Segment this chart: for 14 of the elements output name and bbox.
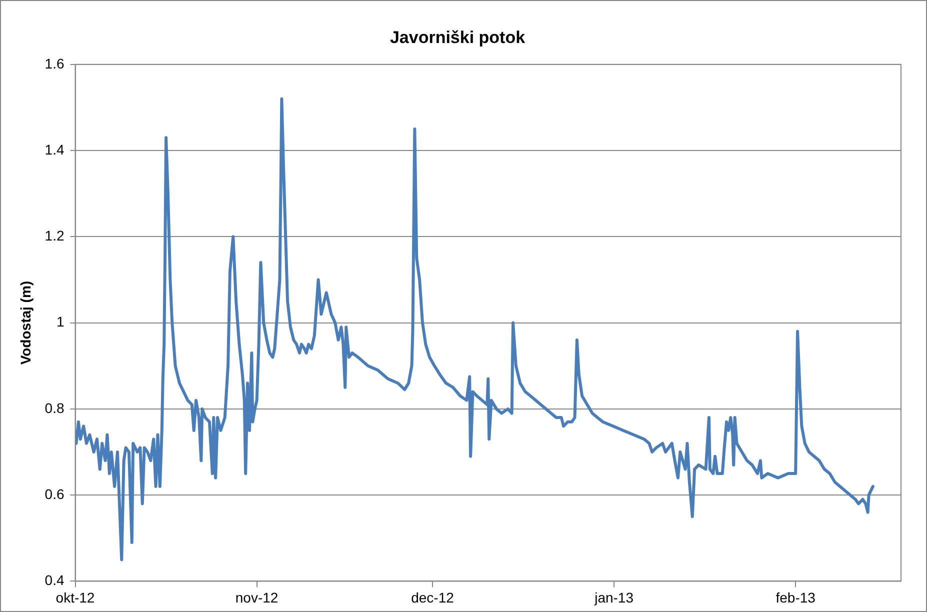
y-axis-title: Vodostaj (m): [17, 280, 34, 365]
y-tick-label: 1.2: [44, 228, 64, 244]
y-tick-label: 0.8: [44, 400, 64, 416]
x-tick-label: nov-12: [235, 589, 278, 606]
y-tick-label: 0.6: [44, 486, 64, 502]
y-tick-label: 0.4: [44, 572, 64, 588]
y-tick-label: 1.4: [44, 141, 64, 158]
x-tick-label: jan-13: [594, 589, 634, 606]
x-tick-label: dec-12: [411, 589, 454, 606]
y-tick-label: 1.6: [44, 55, 64, 72]
chart-title: Javorniški potok: [390, 28, 526, 47]
x-tick-label: feb-13: [776, 589, 816, 606]
y-tick-label: 1: [56, 314, 64, 330]
x-tick-label: okt-12: [56, 589, 95, 606]
